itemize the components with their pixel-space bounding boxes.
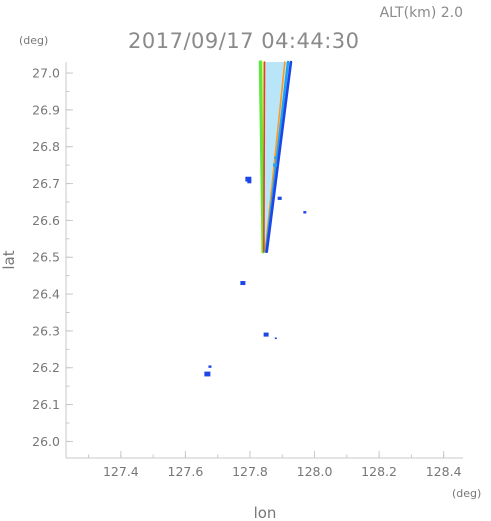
axes-layer: 26.0 26.1 26.2 26.3 26.4 26.5 26.6 26.7 26.8 26.9…	[32, 62, 463, 479]
y-tick-label: 27.0	[32, 66, 60, 81]
x-tick-label: 127.4	[103, 464, 139, 479]
echo-point	[245, 176, 252, 182]
y-tick-label: 26.2	[32, 360, 60, 375]
y-tick-label: 26.5	[32, 250, 60, 265]
plume-stripe	[258, 60, 265, 254]
points-layer	[204, 156, 307, 377]
y-axis-unit: (deg)	[19, 34, 48, 47]
y-tick-label: 26.1	[32, 397, 60, 412]
echo-point	[208, 365, 212, 368]
y-axis-label: lat	[0, 250, 18, 269]
chart-title: 2017/09/17 04:44:30	[128, 29, 360, 53]
y-tick-label: 26.3	[32, 323, 60, 338]
y-tick-label: 26.0	[32, 434, 60, 449]
y-tick-label: 26.4	[32, 287, 60, 302]
echo-point	[204, 371, 211, 377]
echo-point	[277, 196, 282, 200]
echo-point	[247, 180, 252, 184]
plume-stripe	[265, 60, 293, 254]
echo-point	[303, 211, 307, 214]
plume-stripe	[263, 61, 266, 253]
altitude-label: ALT(km) 2.0	[380, 5, 463, 21]
y-tick-label: 26.9	[32, 102, 60, 117]
x-tick-label: 128.0	[297, 464, 333, 479]
x-tick-label: 127.6	[168, 464, 204, 479]
y-tick-label: 26.6	[32, 213, 60, 228]
x-tick-label: 128.4	[426, 464, 462, 479]
y-tick-label: 26.7	[32, 176, 60, 191]
y-tick-label: 26.8	[32, 139, 60, 154]
x-tick-label: 127.8	[232, 464, 268, 479]
echo-point	[263, 332, 269, 337]
x-tick-label: 128.2	[361, 464, 397, 479]
echo-point	[240, 281, 246, 286]
echo-point	[274, 156, 278, 159]
x-axis-label: lon	[254, 504, 277, 521]
x-axis-unit: (deg)	[452, 487, 481, 500]
echo-point	[273, 163, 278, 167]
echo-point	[274, 337, 277, 340]
